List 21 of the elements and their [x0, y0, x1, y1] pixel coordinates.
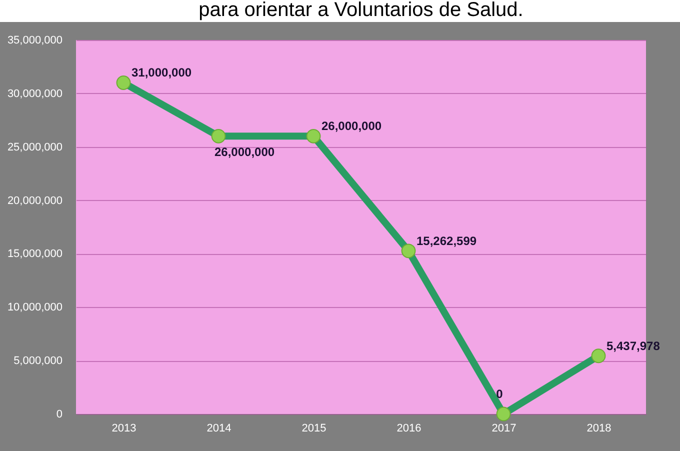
data-label: 5,437,978: [606, 338, 660, 353]
y-tick-label: 20,000,000: [7, 194, 62, 207]
data-label: 26,000,000: [214, 145, 275, 160]
data-label: 26,000,000: [322, 119, 382, 134]
y-tick-label: 5,000,000: [14, 355, 62, 368]
x-tick-label: 2016: [396, 422, 422, 434]
y-tick-label: 25,000,000: [7, 141, 62, 154]
data-label: 0: [496, 387, 504, 401]
y-tick-label: 35,000,000: [7, 34, 62, 46]
data-label: 31,000,000: [132, 66, 192, 80]
x-tick-label: 2018: [586, 422, 612, 434]
y-tick-label: 10,000,000: [7, 302, 62, 314]
y-tick-label: 15,000,000: [7, 248, 62, 260]
x-tick-label: 2015: [302, 422, 326, 434]
y-tick-label: 30,000,000: [7, 88, 62, 100]
x-tick-label: 2017: [492, 422, 516, 434]
x-tick-label: 2013: [112, 422, 136, 434]
x-tick-label: 2014: [206, 422, 232, 434]
chart-title: para orientar a Voluntarios de Salud.: [198, 0, 524, 21]
y-tick-label: 0: [56, 408, 62, 420]
data-label: 15,262,599: [416, 234, 477, 248]
